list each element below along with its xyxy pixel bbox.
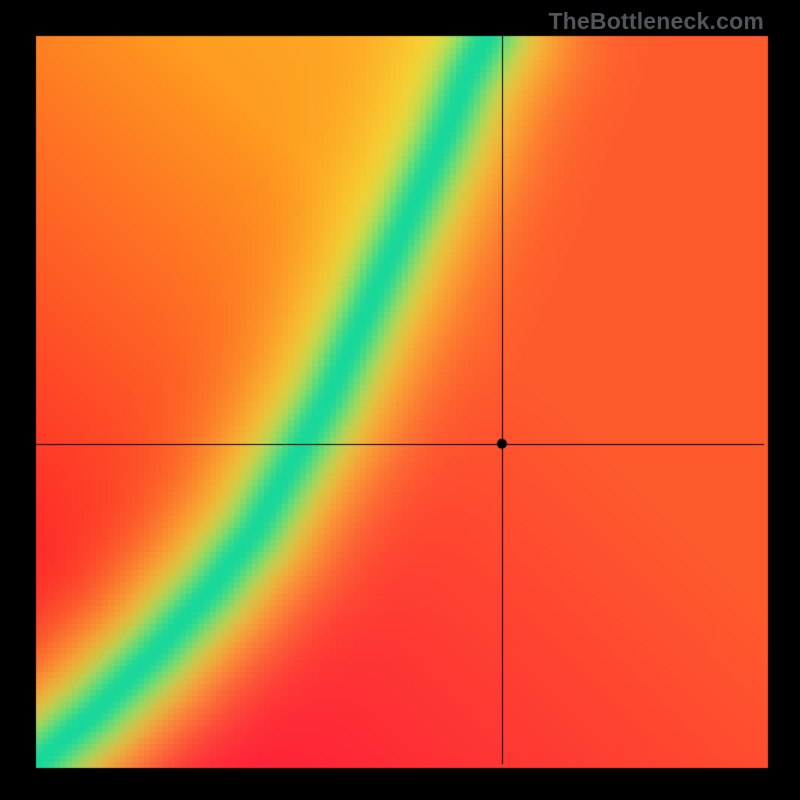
watermark-text: TheBottleneck.com bbox=[548, 8, 764, 35]
chart-stage: TheBottleneck.com bbox=[0, 0, 800, 800]
crosshair-overlay bbox=[0, 0, 800, 800]
